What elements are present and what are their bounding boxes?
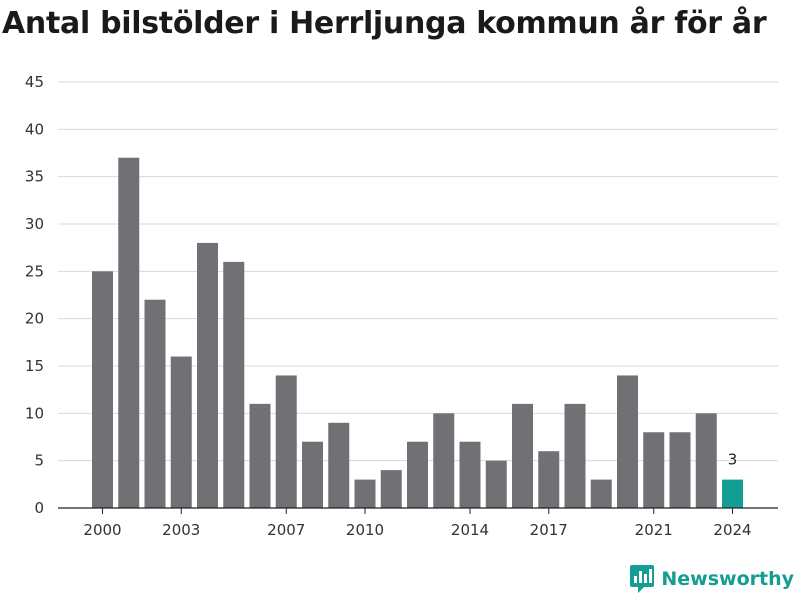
- bar-2018: [564, 403, 586, 508]
- data-labels: 3: [728, 451, 738, 469]
- x-tick-label-2017: 2017: [530, 521, 568, 539]
- x-tick-label-2010: 2010: [346, 521, 384, 539]
- bar-2010: [354, 479, 376, 508]
- bar-2015: [485, 460, 507, 508]
- y-tick-label-35: 35: [25, 168, 44, 186]
- bar-2017: [538, 451, 560, 508]
- bar-2004: [197, 242, 218, 508]
- y-tick-label-30: 30: [25, 215, 44, 233]
- bar-2011: [380, 470, 402, 508]
- bar-chart-speech-bubble-icon: [630, 565, 655, 593]
- bar-2006: [249, 403, 271, 508]
- bar-2003: [170, 356, 192, 508]
- bar-2023: [695, 413, 717, 508]
- bar-2014: [459, 441, 481, 508]
- bar-2024: [722, 479, 743, 508]
- x-tick-label-2021: 2021: [635, 521, 673, 539]
- bar-2016: [512, 403, 533, 508]
- bar-2000: [92, 271, 113, 508]
- bar-2008: [302, 441, 323, 508]
- x-tick-label-2024: 2024: [713, 521, 751, 539]
- x-tick-label-2000: 2000: [83, 521, 121, 539]
- bar-2019: [590, 479, 612, 508]
- bar-2007: [275, 375, 297, 508]
- bar-2012: [407, 441, 428, 508]
- brand-name: Newsworthy: [661, 568, 794, 590]
- y-tick-label-45: 45: [25, 73, 44, 91]
- bar-2001: [118, 157, 140, 508]
- bar-2009: [328, 422, 350, 508]
- bar-2020: [617, 375, 638, 508]
- y-tick-label-10: 10: [25, 404, 44, 422]
- y-tick-label-15: 15: [25, 357, 44, 375]
- gridlines: [58, 81, 778, 462]
- x-tick-label-2003: 2003: [162, 521, 200, 539]
- bar-2005: [223, 261, 245, 508]
- data-label-2024: 3: [728, 451, 738, 469]
- y-tick-label-0: 0: [34, 499, 44, 517]
- bar-2013: [433, 413, 455, 508]
- newsworthy-logo: Newsworthy: [629, 564, 794, 594]
- x-tick-label-2007: 2007: [267, 521, 305, 539]
- chart-title: Antal bilstölder i Herrljunga kommun år …: [2, 6, 767, 41]
- bar-2022: [669, 432, 691, 508]
- y-axis-tick-labels: 0 5 10 15 20 25 30 35 40 45: [25, 73, 44, 517]
- y-tick-label-25: 25: [25, 262, 44, 280]
- y-tick-label-20: 20: [25, 310, 44, 328]
- bars: [92, 157, 743, 508]
- x-axis-ticks: 2000 2003 2007 2010 2014 2017 2021 2024: [83, 508, 752, 539]
- bar-2021: [643, 432, 665, 508]
- y-tick-label-40: 40: [25, 120, 44, 138]
- y-tick-label-5: 5: [34, 452, 44, 470]
- x-tick-label-2014: 2014: [451, 521, 489, 539]
- bar-2002: [144, 299, 166, 508]
